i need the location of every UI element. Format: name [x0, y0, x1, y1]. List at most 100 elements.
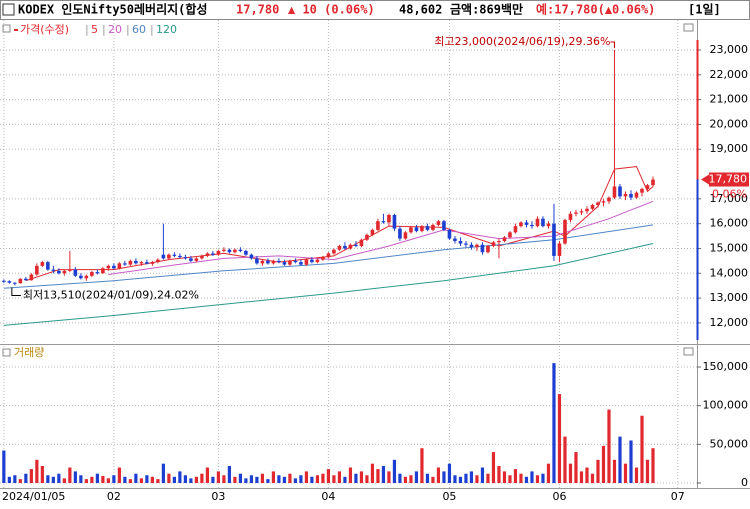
volume-bar: [568, 463, 573, 483]
volume-bar: [326, 469, 331, 483]
volume-bar: [651, 448, 655, 483]
y-tick-label: 0: [741, 476, 748, 489]
volume-bar: [409, 475, 413, 483]
candle-body: [629, 193, 633, 198]
x-tick-label: 03: [211, 490, 225, 503]
y-tick-label: 13,000: [710, 291, 749, 304]
volume-bar: [420, 448, 424, 483]
volume-bar: [205, 467, 209, 483]
legend-title: 가격(수정): [20, 23, 69, 36]
volume-bar: [442, 471, 446, 483]
volume-bar: [178, 471, 182, 483]
pane-checkbox[interactable]: [2, 24, 11, 33]
candle-body: [299, 262, 303, 265]
candle-body: [442, 221, 446, 230]
candle-body: [458, 241, 463, 244]
volume-bar: [590, 473, 595, 483]
volume-bar: [7, 476, 11, 483]
volume-bar: [106, 478, 110, 483]
volume-bar: [392, 459, 397, 483]
header-icon[interactable]: [2, 3, 15, 16]
candle-body: [315, 259, 320, 263]
header-period: [1일]: [688, 3, 721, 17]
candle-body: [348, 244, 353, 249]
candle-body: [354, 244, 358, 246]
candle-body: [156, 259, 160, 263]
candle-body: [310, 259, 314, 263]
volume-bar: [332, 475, 336, 483]
candle-body: [321, 257, 325, 260]
candle-body: [530, 224, 534, 227]
candle-body: [277, 260, 281, 263]
volume-bar: [491, 452, 496, 483]
annotation-arrow: [11, 287, 21, 296]
volume-bar: [436, 467, 441, 483]
volume-bar: [172, 476, 176, 483]
x-tick-label: 05: [442, 490, 456, 503]
candle-body: [508, 232, 512, 238]
candle-body: [651, 179, 655, 186]
volume-bar: [288, 473, 292, 483]
volume-bar: [51, 476, 55, 483]
volume-bar: [618, 436, 622, 483]
y-tick-label: 21,000: [710, 93, 749, 106]
volume-bar: [354, 473, 358, 483]
volume-bar: [310, 476, 314, 483]
candle-body: [612, 186, 617, 198]
candle-body: [244, 250, 248, 255]
volume-bar: [365, 475, 369, 483]
volume-bar: [387, 471, 391, 483]
volume-bar: [381, 465, 386, 483]
volume-bar: [134, 473, 138, 483]
candle-body: [326, 253, 331, 258]
volume-bar: [486, 473, 490, 483]
header-volume: 48,602: [399, 3, 442, 17]
candle-body: [112, 265, 116, 269]
candle-body: [233, 249, 237, 253]
header-change: ▲ 10 (0.06%): [288, 3, 375, 17]
candle-body: [480, 244, 485, 253]
x-tick-label: 04: [321, 490, 335, 503]
pane-checkbox[interactable]: [2, 348, 11, 357]
volume-bar: [150, 476, 154, 483]
volume-bar: [167, 473, 171, 483]
candle-body: [337, 245, 342, 250]
volume-bar: [123, 476, 127, 483]
candle-body: [590, 205, 595, 209]
volume-bar: [398, 473, 402, 483]
x-tick-label: 2024/01/05: [2, 490, 65, 503]
volume-bar: [304, 471, 309, 483]
volume-bar: [607, 409, 611, 483]
pane-button[interactable]: [683, 23, 694, 32]
candle-body: [535, 218, 540, 227]
candle-body: [392, 214, 397, 229]
candle-body: [271, 260, 276, 264]
candle-body: [266, 260, 270, 264]
volume-bar: [640, 415, 644, 483]
volume-bar: [447, 463, 452, 483]
candle-body: [486, 245, 490, 253]
candle-body: [365, 234, 369, 240]
candle-body: [62, 270, 67, 274]
volume-bar: [128, 479, 132, 483]
volume-bar: [321, 473, 325, 483]
price-marker-box: [709, 172, 749, 187]
volume-bar: [79, 475, 83, 483]
volume-bar: [535, 475, 540, 483]
volume-bar: [425, 473, 430, 483]
candle-body: [645, 185, 650, 189]
candle-body: [420, 226, 424, 232]
pane-button[interactable]: [683, 347, 694, 356]
volume-bar: [68, 467, 72, 483]
y-tick-label: 100,000: [703, 399, 749, 412]
volume-bar: [530, 471, 534, 483]
volume-bar: [211, 476, 215, 483]
candle-body: [469, 244, 474, 248]
y-tick-label: 16,000: [710, 217, 749, 230]
volume-bar: [18, 479, 22, 483]
candle-body: [29, 274, 34, 281]
volume-bar: [475, 475, 479, 483]
x-tick-label: 07: [671, 490, 685, 503]
